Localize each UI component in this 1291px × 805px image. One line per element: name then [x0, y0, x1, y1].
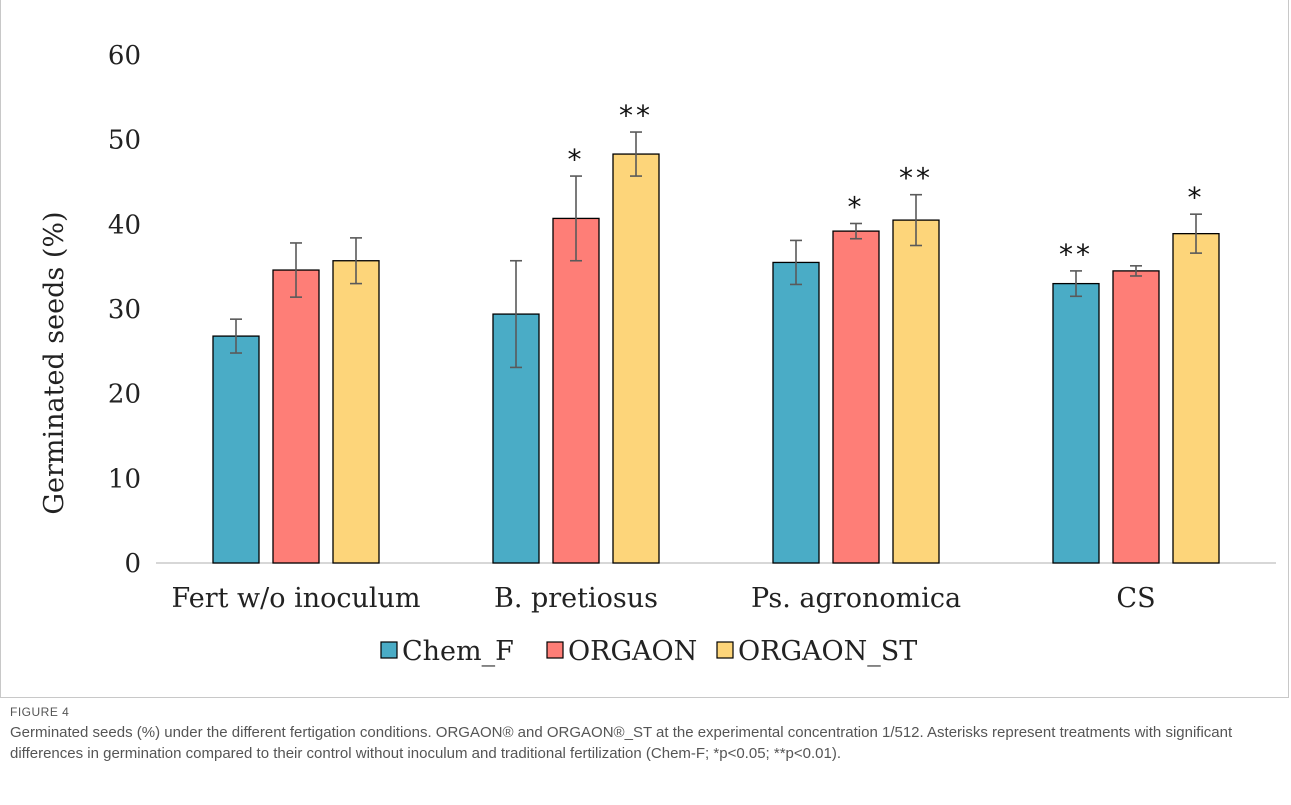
bar: [612, 153, 660, 564]
legend-swatch: [716, 641, 734, 659]
y-axis: 0 10 20 30 40 50 60: [108, 41, 141, 579]
legend-label: ORGAON_ST: [738, 636, 917, 667]
x-tick-label: CS: [1116, 583, 1155, 614]
legend-swatch: [380, 641, 398, 659]
bar: [552, 217, 600, 564]
legend-label: Chem_F: [402, 636, 514, 667]
figure-frame: 0 10 20 30 40 50 60 Germinated seeds (%) * ** * *…: [0, 0, 1289, 698]
bar: [1052, 282, 1100, 564]
x-tick-label: B. pretiosus: [494, 583, 658, 614]
bar: [832, 230, 880, 564]
significance-mark: *: [568, 143, 585, 176]
bar: [1112, 270, 1160, 564]
legend-label: ORGAON: [568, 636, 697, 667]
significance-mark: **: [1059, 238, 1093, 271]
bars: *********: [212, 99, 1220, 564]
bar: [772, 261, 820, 564]
y-tick-label: 0: [124, 549, 141, 579]
x-tick-label: Fert w/o inoculum: [171, 583, 420, 614]
bar: [332, 260, 380, 564]
x-axis-labels: Fert w/o inoculum B. pretiosus Ps. agronom…: [171, 583, 1155, 614]
figure-caption: FIGURE 4 Germinated seeds (%) under the …: [10, 705, 1280, 764]
significance-mark: *: [1188, 181, 1205, 214]
x-tick-label: Ps. agronomica: [751, 583, 961, 614]
legend: Chem_F ORGAON ORGAON_ST: [380, 636, 917, 667]
y-tick-label: 60: [108, 41, 141, 71]
significance-mark: *: [848, 190, 865, 223]
y-tick-label: 50: [108, 126, 141, 156]
y-tick-label: 20: [108, 380, 141, 410]
bar: [892, 219, 940, 564]
legend-swatch: [546, 641, 564, 659]
y-tick-label: 40: [108, 210, 141, 240]
bar: [272, 269, 320, 564]
caption-label: FIGURE 4: [10, 705, 70, 719]
caption-text: Germinated seeds (%) under the different…: [10, 724, 1233, 762]
bar: [212, 335, 260, 564]
bar: [1172, 232, 1220, 564]
y-axis-label: Germinated seeds (%): [39, 211, 70, 514]
y-tick-label: 30: [108, 295, 141, 325]
significance-mark: **: [619, 99, 653, 132]
y-tick-label: 10: [108, 464, 141, 494]
significance-mark: **: [899, 162, 933, 195]
